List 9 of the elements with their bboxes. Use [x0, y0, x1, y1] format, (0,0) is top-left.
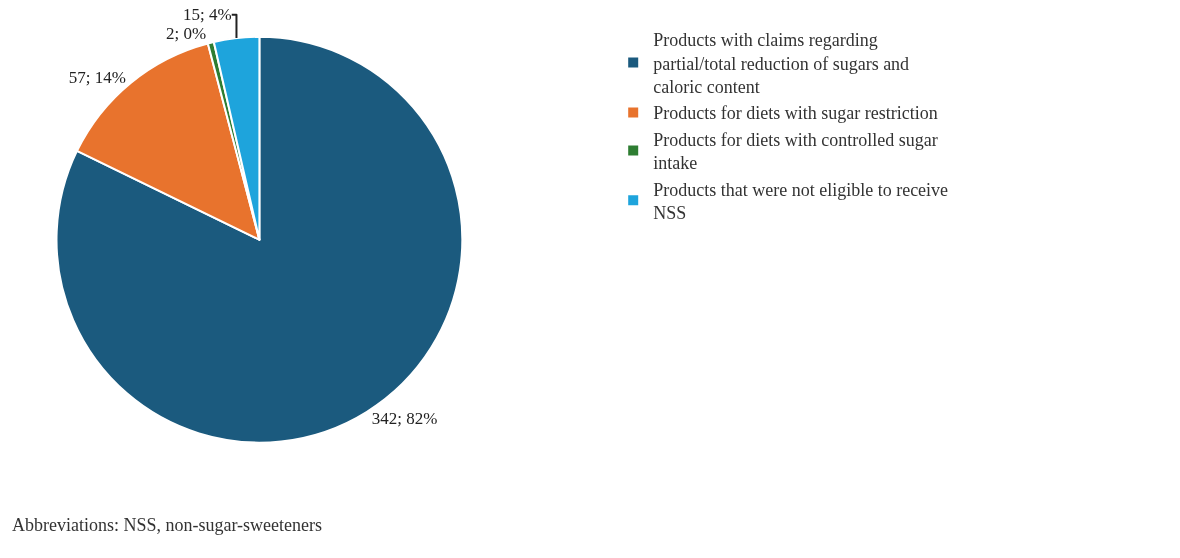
legend-label: Products for diets with sugar restriction [653, 103, 938, 124]
data-label: 15; 4% [183, 5, 232, 25]
legend-label: Products with claims regarding partial/total reduction of sugars and caloric content [653, 30, 910, 98]
data-label: 2; 0% [165, 24, 207, 44]
legend-label: Products for diets with controlled sugar intake [653, 129, 938, 174]
data-label: 342; 82% [371, 409, 438, 429]
data-label: 57; 14% [68, 67, 126, 87]
legend-label: Products that were not eligible to receive NSS [653, 179, 949, 224]
text: Abbreviations: NSS, non-sugar-sweeteners [12, 515, 323, 535]
